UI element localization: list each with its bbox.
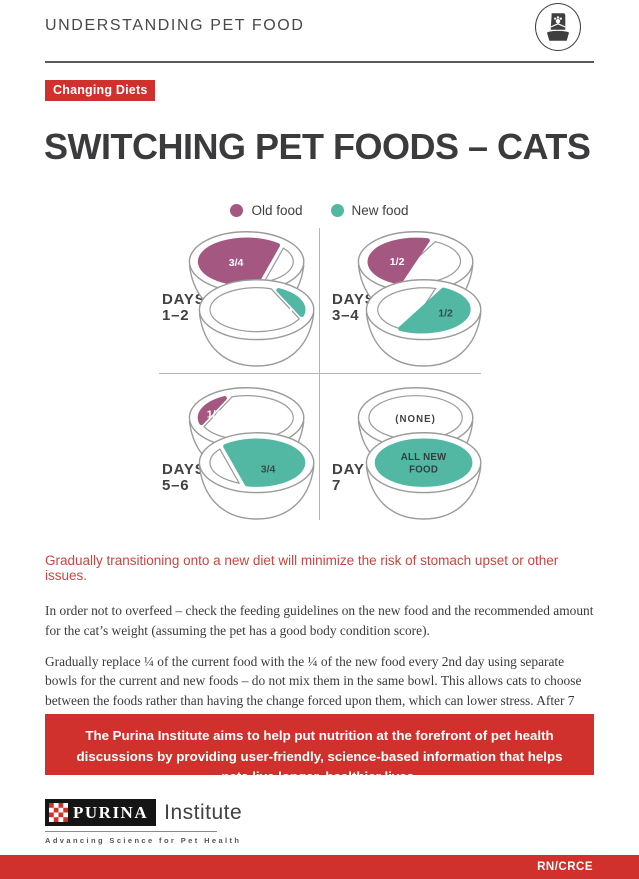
header-title: UNDERSTANDING PET FOOD bbox=[45, 17, 305, 34]
quadrant-days-5-6: DAYS 5–6 1/4 3/4 bbox=[159, 374, 320, 520]
quadrant-days-5-6-graphic: DAYS 5–6 1/4 3/4 bbox=[162, 387, 315, 520]
legend-old-label: Old food bbox=[251, 203, 303, 218]
quadrant-days-3-4: DAYS 3–4 1/2 1/2 bbox=[320, 228, 482, 374]
legend: Old food New food bbox=[0, 203, 639, 218]
new-food-bowl: 1/4 bbox=[198, 279, 315, 367]
old-food-dot-icon bbox=[230, 204, 244, 217]
transition-diagram: DAYS 1–2 3/4 1/4 bbox=[159, 228, 482, 520]
highlight-sentence: Gradually transitioning onto a new diet … bbox=[45, 553, 559, 583]
quadrant-label-line2: 1–2 bbox=[162, 307, 189, 324]
quadrant-days-1-2-graphic: DAYS 1–2 3/4 1/4 bbox=[162, 231, 315, 367]
old-food-amount: 1/4 bbox=[207, 409, 222, 421]
quadrant-days-1-2: DAYS 1–2 3/4 1/4 bbox=[159, 228, 320, 374]
quadrant-label-line1: DAYS bbox=[332, 291, 376, 308]
purina-wordmark: PURINA bbox=[45, 799, 157, 826]
new-food-amount: 1/4 bbox=[278, 306, 293, 318]
old-food-amount: 3/4 bbox=[229, 257, 244, 269]
new-food-bowl: 3/4 bbox=[198, 432, 315, 520]
legend-new-label: New food bbox=[351, 203, 409, 218]
purina-institute-logo: PURINA Institute Advancing Science for P… bbox=[45, 799, 242, 845]
header-divider bbox=[45, 61, 594, 63]
old-food-amount: 1/2 bbox=[390, 256, 405, 268]
quadrant-day-7: DAY 7 (NONE) ALL NEW FOOD bbox=[320, 374, 482, 520]
new-food-bowl: 1/2 bbox=[365, 279, 482, 367]
logo-brand-text: PURINA bbox=[73, 802, 149, 822]
logo-tagline: Advancing Science for Pet Health bbox=[45, 831, 239, 845]
quadrant-days-3-4-graphic: DAYS 3–4 1/2 1/2 bbox=[332, 231, 482, 367]
new-food-amount: 3/4 bbox=[261, 463, 276, 475]
logo-suffix-text: Institute bbox=[164, 800, 243, 824]
topic-badge: Changing Diets bbox=[45, 80, 156, 101]
new-food-amount: 1/2 bbox=[438, 308, 453, 320]
page-title: SWITCHING PET FOODS – CATS bbox=[44, 126, 591, 167]
purina-institute-info-box: The Purina Institute aims to help put nu… bbox=[45, 714, 594, 784]
purina-checkerboard-icon bbox=[49, 803, 68, 822]
footer-bar: RN/CRCE bbox=[0, 855, 639, 879]
old-food-amount: (NONE) bbox=[395, 414, 436, 425]
quadrant-label-line2: 3–4 bbox=[332, 307, 359, 324]
quadrant-label-line1: DAY bbox=[332, 461, 365, 478]
paragraph-1: In order not to overfeed – check the fee… bbox=[45, 603, 594, 638]
pet-food-bag-bowl-icon-graphic bbox=[547, 13, 569, 41]
legend-item-new-food: New food bbox=[330, 203, 409, 218]
body-content: Gradually transitioning onto a new diet … bbox=[45, 553, 594, 773]
new-food-bowl-full: ALL NEW FOOD bbox=[365, 432, 482, 520]
pet-food-bag-bowl-icon bbox=[535, 3, 581, 51]
footer-code: RN/CRCE bbox=[537, 861, 593, 873]
quadrant-label-line2: 7 bbox=[332, 477, 341, 494]
quadrant-label-line1: DAYS bbox=[162, 461, 206, 478]
new-food-amount-line1: ALL NEW bbox=[401, 452, 447, 463]
quadrant-label-line1: DAYS bbox=[162, 291, 206, 308]
quadrant-day-7-graphic: DAY 7 (NONE) ALL NEW FOOD bbox=[332, 387, 482, 520]
new-food-amount-line2: FOOD bbox=[409, 464, 438, 475]
new-food-dot-icon bbox=[330, 204, 344, 217]
legend-item-old-food: Old food bbox=[230, 203, 303, 218]
quadrant-label-line2: 5–6 bbox=[162, 477, 189, 494]
